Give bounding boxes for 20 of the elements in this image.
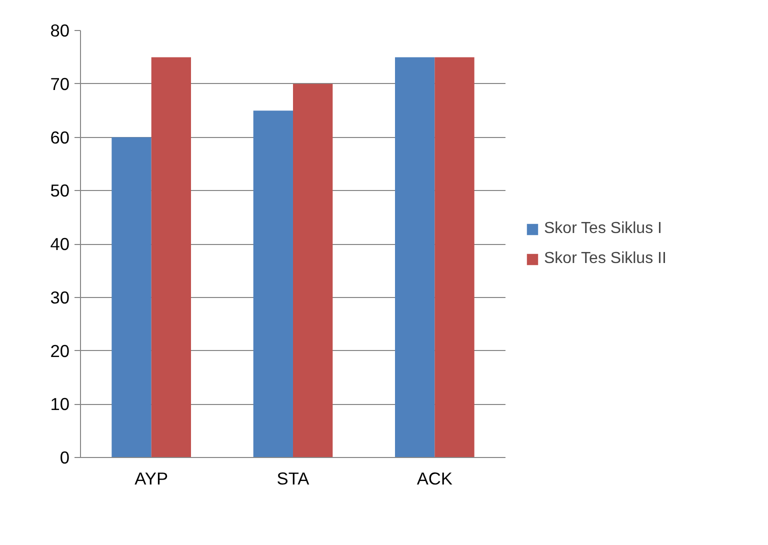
y-tick-label: 10 [50, 394, 70, 414]
legend-label: Skor Tes Siklus I [544, 220, 662, 238]
bar [293, 84, 333, 458]
y-tick-label: 40 [50, 234, 70, 254]
bar [253, 110, 293, 458]
y-tick-label: 0 [60, 448, 70, 468]
x-tick-label: STA [276, 468, 310, 488]
bar [434, 57, 474, 458]
legend-label: Skor Tes Siklus II [544, 250, 666, 268]
y-tick-label: 30 [50, 287, 70, 308]
y-tick-label: 20 [50, 340, 70, 361]
x-tick-label: ACK [416, 468, 453, 488]
y-tick-label: 70 [50, 74, 70, 94]
y-tick-label: 60 [50, 127, 70, 148]
bar [151, 57, 191, 458]
bar [395, 57, 435, 458]
x-tick-label: AYP [134, 468, 168, 488]
y-tick-label: 80 [50, 20, 70, 40]
y-tick-label: 50 [50, 180, 70, 201]
bar [112, 137, 152, 458]
